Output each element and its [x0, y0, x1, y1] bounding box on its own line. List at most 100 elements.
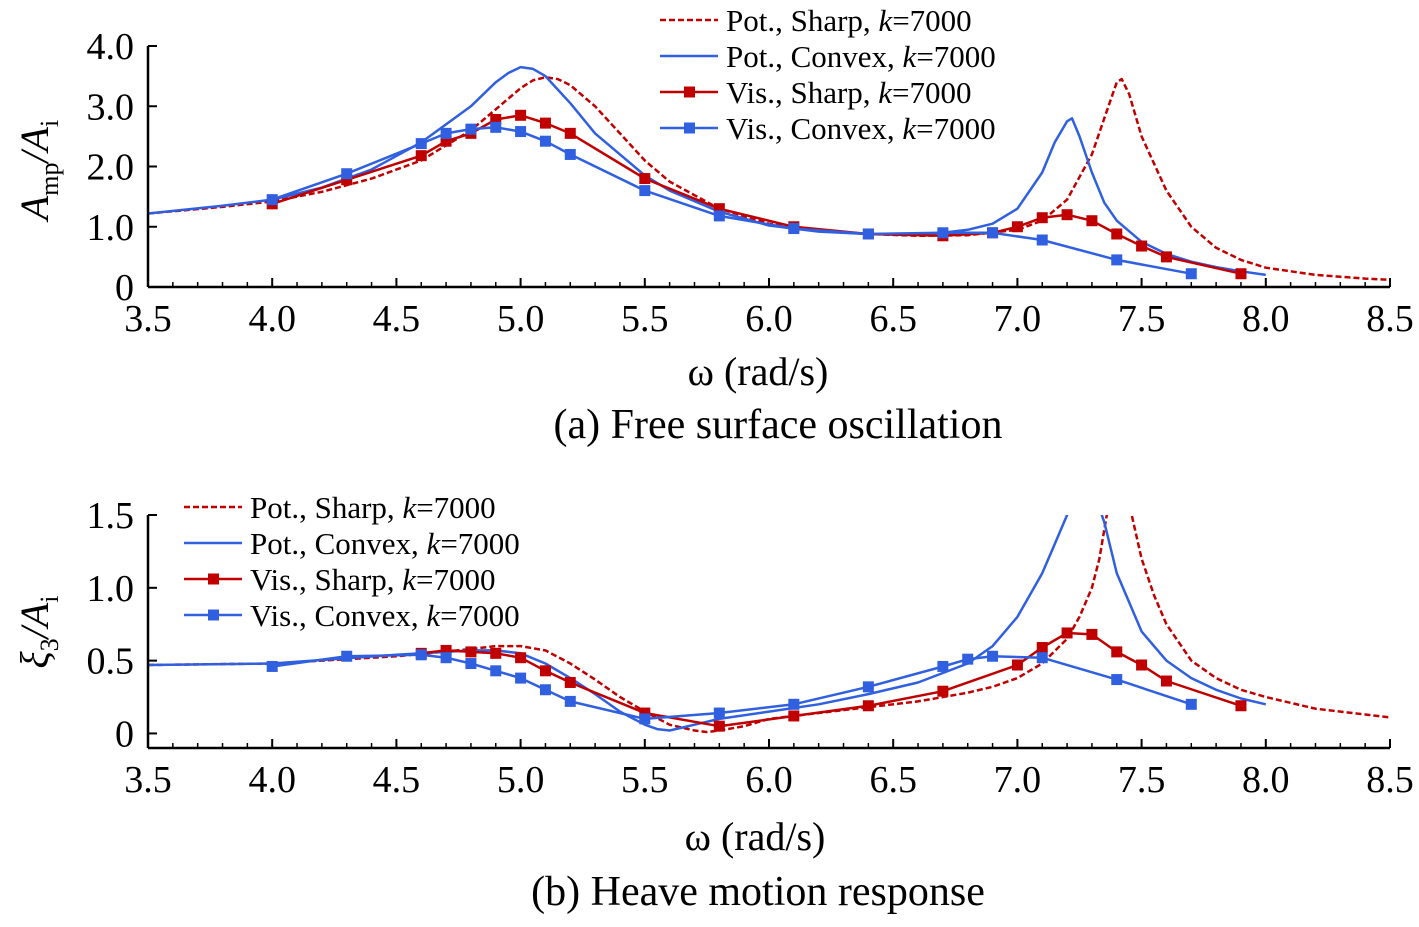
data-point [515, 109, 527, 121]
x-tick-label: 4.5 [373, 298, 421, 340]
y-tick-label: 0 [115, 713, 134, 755]
y-tick-label: 0.5 [87, 641, 135, 683]
data-point [1185, 698, 1197, 710]
data-point [862, 228, 874, 240]
data-point [987, 227, 999, 239]
x-tick-label: 4.0 [248, 298, 296, 340]
data-point [1136, 240, 1148, 252]
x-tick-label: 6.0 [745, 298, 793, 340]
data-point [564, 148, 576, 160]
x-tick-label: 8.5 [1366, 298, 1414, 340]
data-point [639, 707, 651, 719]
legend-marker [684, 122, 695, 134]
data-point [1061, 627, 1073, 639]
y-tick-label: 4.0 [87, 26, 135, 68]
y-tick-label: 1.0 [87, 568, 135, 610]
data-point [1111, 646, 1123, 658]
data-point [440, 135, 452, 147]
data-point [1160, 251, 1172, 263]
data-point [639, 185, 651, 197]
data-point [1111, 674, 1123, 686]
data-point [987, 650, 999, 662]
chart-panel-a: 3.5 4.0 4.5 5.0 5.5 6.0 6.5 7.0 7.5 8.0 8.5 0 1.0 2.… [12, 3, 1414, 448]
y-ticks-b: 0 0.5 1.0 1.5 [87, 495, 157, 755]
data-point [1036, 652, 1048, 664]
data-point [1136, 659, 1148, 671]
data-point [713, 210, 725, 222]
legend-label: Pot., Sharp, k=7000 [250, 490, 496, 525]
data-point [341, 650, 353, 662]
series-group-a [148, 65, 1390, 282]
y-ticks-a: 0 1.0 2.0 3.0 4.0 [87, 26, 157, 309]
data-point [440, 127, 452, 139]
series-line [272, 653, 1192, 721]
data-point [962, 653, 974, 665]
x-tick-label: 3.5 [124, 298, 172, 340]
x-tick-label: 5.0 [497, 298, 545, 340]
legend-marker [208, 573, 219, 585]
data-point [862, 700, 874, 712]
y-tick-label: 2.0 [87, 147, 135, 189]
x-tick-label: 8.5 [1366, 759, 1414, 801]
series-group-b [148, 515, 1390, 734]
legend-label: Vis., Sharp, k=7000 [726, 75, 972, 110]
data-point [937, 660, 949, 672]
data-point [539, 117, 551, 129]
data-point [1185, 268, 1197, 280]
data-point [937, 227, 949, 239]
data-point [713, 720, 725, 732]
x-tick-label: 3.5 [124, 759, 172, 801]
x-tick-label: 6.5 [869, 759, 917, 801]
data-point [341, 174, 353, 186]
x-ticks-a: 3.5 4.0 4.5 5.0 5.5 6.0 6.5 7.0 7.5 8.0 8.5 [124, 278, 1414, 340]
chart-panel-b: 3.5 4.0 4.5 5.0 5.5 6.0 6.5 7.0 7.5 8.0 8.5 0 0.5 1.… [12, 490, 1414, 915]
data-point [341, 168, 353, 180]
x-tick-label: 6.5 [869, 298, 917, 340]
x-tick-label: 5.5 [621, 298, 669, 340]
data-point [1036, 642, 1048, 654]
y-axis-label-a: Amp/Ai [12, 120, 64, 223]
data-point [465, 658, 477, 670]
data-point [490, 121, 502, 133]
data-point [937, 685, 949, 697]
data-point [539, 665, 551, 677]
x-tick-label: 8.0 [1242, 759, 1290, 801]
y-tick-label: 0 [115, 267, 134, 309]
data-point [1086, 628, 1098, 640]
x-tick-label: 5.0 [497, 759, 545, 801]
data-point [415, 649, 427, 661]
x-tick-label: 7.5 [1118, 759, 1166, 801]
data-point [266, 194, 278, 206]
data-point [1036, 212, 1048, 224]
x-axis-label-a: ω (rad/s) [688, 349, 829, 394]
caption-b: (b) Heave motion response [531, 869, 985, 915]
data-point [515, 672, 527, 684]
data-point [1061, 209, 1073, 221]
x-tick-label: 7.0 [994, 298, 1042, 340]
data-point [788, 710, 800, 722]
data-point [1235, 268, 1247, 280]
legend-label: Pot., Sharp, k=7000 [726, 3, 972, 38]
data-point [490, 665, 502, 677]
legend-label: Vis., Convex, k=7000 [726, 111, 996, 146]
data-point [1036, 234, 1048, 246]
data-point [465, 123, 477, 135]
x-tick-label: 7.0 [994, 759, 1042, 801]
data-point [266, 660, 278, 672]
data-point [713, 707, 725, 719]
x-axis-label-b: ω (rad/s) [685, 814, 826, 859]
legend-label: Vis., Sharp, k=7000 [250, 562, 496, 597]
data-point [564, 127, 576, 139]
data-point [639, 173, 651, 185]
data-point [440, 652, 452, 664]
data-point [1011, 221, 1023, 233]
y-tick-label: 1.5 [87, 495, 135, 537]
y-tick-label: 1.0 [87, 207, 135, 249]
data-point [515, 126, 527, 138]
legend-label: Pot., Convex, k=7000 [250, 526, 520, 561]
x-tick-label: 7.5 [1118, 298, 1166, 340]
data-point [490, 647, 502, 659]
